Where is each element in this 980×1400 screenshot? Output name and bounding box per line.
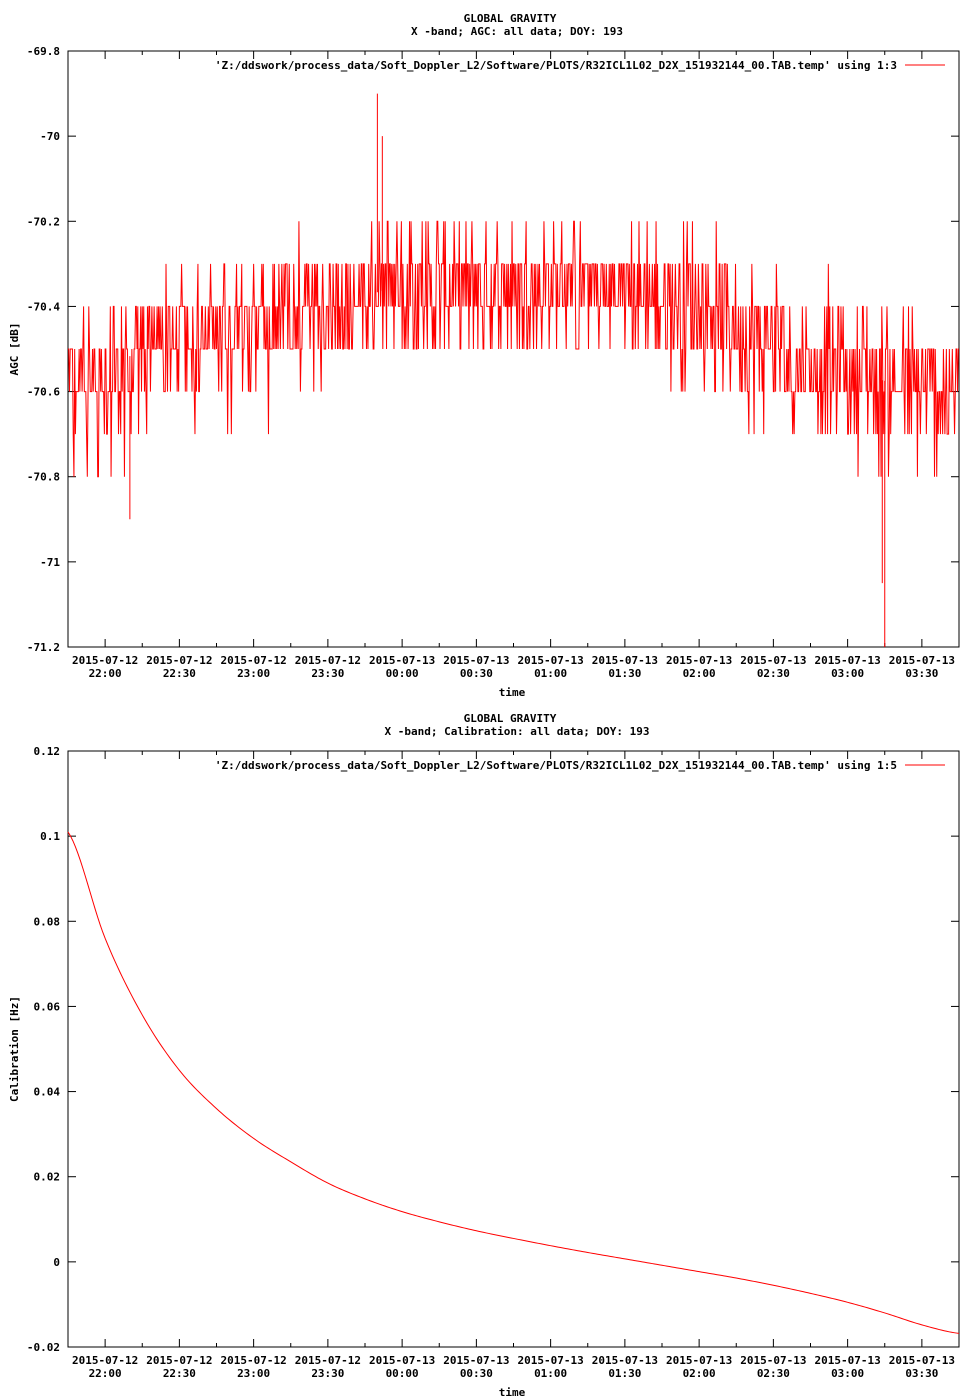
calibration-chart-title: GLOBAL GRAVITY bbox=[464, 712, 557, 725]
calibration-x-tick-time: 00:00 bbox=[386, 1367, 419, 1380]
calibration-y-tick-label: 0.12 bbox=[34, 745, 61, 758]
agc-x-tick-date: 2015-07-13 bbox=[443, 654, 509, 667]
agc-x-tick-time: 22:00 bbox=[89, 667, 122, 680]
agc-y-tick-label: -71 bbox=[40, 556, 60, 569]
calibration-x-tick-date: 2015-07-13 bbox=[369, 1354, 435, 1367]
calibration-y-tick-label: 0.08 bbox=[34, 915, 61, 928]
agc-x-tick-date: 2015-07-13 bbox=[518, 654, 584, 667]
calibration-x-tick-date: 2015-07-12 bbox=[221, 1354, 287, 1367]
calibration-x-tick-date: 2015-07-13 bbox=[889, 1354, 955, 1367]
calibration-x-tick-time: 01:00 bbox=[534, 1367, 567, 1380]
agc-x-tick-date: 2015-07-13 bbox=[889, 654, 955, 667]
calibration-x-tick-date: 2015-07-12 bbox=[295, 1354, 361, 1367]
calibration-y-tick-label: -0.02 bbox=[27, 1341, 60, 1354]
agc-x-tick-time: 00:30 bbox=[460, 667, 493, 680]
calibration-x-tick-time: 02:30 bbox=[757, 1367, 790, 1380]
calibration-x-tick-date: 2015-07-13 bbox=[518, 1354, 584, 1367]
calibration-x-tick-time: 03:00 bbox=[831, 1367, 864, 1380]
calibration-x-tick-time: 02:00 bbox=[683, 1367, 716, 1380]
agc-legend: 'Z:/ddswork/process_data/Soft_Doppler_L2… bbox=[215, 59, 945, 72]
agc-x-tick-date: 2015-07-13 bbox=[666, 654, 732, 667]
calibration-x-tick-time: 22:30 bbox=[163, 1367, 196, 1380]
agc-x-tick-date: 2015-07-12 bbox=[221, 654, 287, 667]
calibration-x-tick-date: 2015-07-13 bbox=[592, 1354, 658, 1367]
agc-x-tick-time: 23:00 bbox=[237, 667, 270, 680]
calibration-x-tick-time: 01:30 bbox=[608, 1367, 641, 1380]
calibration-legend: 'Z:/ddswork/process_data/Soft_Doppler_L2… bbox=[215, 759, 945, 772]
agc-y-tick-label: -70.8 bbox=[27, 471, 60, 484]
calibration-chart-subtitle: X -band; Calibration: all data; DOY: 193 bbox=[385, 725, 650, 738]
agc-x-tick-date: 2015-07-13 bbox=[815, 654, 881, 667]
agc-x-tick-time: 03:30 bbox=[905, 667, 938, 680]
agc-chart: GLOBAL GRAVITY X -band; AGC: all data; D… bbox=[8, 12, 960, 699]
calibration-x-tick-date: 2015-07-12 bbox=[72, 1354, 138, 1367]
agc-y-tick-label: -69.8 bbox=[27, 45, 60, 58]
agc-y-tick-label: -70.4 bbox=[27, 300, 60, 313]
calibration-y-tick-label: 0.06 bbox=[34, 1000, 61, 1013]
agc-x-tick-date: 2015-07-12 bbox=[146, 654, 212, 667]
agc-x-tick-time: 03:00 bbox=[831, 667, 864, 680]
agc-x-axis-label: time bbox=[499, 686, 526, 699]
agc-y-tick-label: -70.6 bbox=[27, 386, 60, 399]
calibration-x-tick-time: 03:30 bbox=[905, 1367, 938, 1380]
calibration-y-tick-label: 0 bbox=[53, 1256, 60, 1269]
agc-x-tick-date: 2015-07-13 bbox=[369, 654, 435, 667]
agc-x-tick-time: 23:30 bbox=[311, 667, 344, 680]
calibration-axes-ticks: 0.120.10.080.060.040.020-0.022015-07-122… bbox=[27, 745, 959, 1380]
calibration-series-line bbox=[67, 831, 960, 1334]
calibration-legend-entry: 'Z:/ddswork/process_data/Soft_Doppler_L2… bbox=[215, 759, 897, 772]
agc-x-tick-time: 01:00 bbox=[534, 667, 567, 680]
agc-x-tick-date: 2015-07-13 bbox=[592, 654, 658, 667]
agc-x-tick-time: 01:30 bbox=[608, 667, 641, 680]
agc-series-line bbox=[68, 220, 959, 478]
calibration-series bbox=[67, 831, 960, 1334]
agc-series bbox=[68, 93, 959, 647]
calibration-x-tick-date: 2015-07-12 bbox=[146, 1354, 212, 1367]
calibration-y-tick-label: 0.1 bbox=[40, 830, 60, 843]
agc-x-tick-date: 2015-07-12 bbox=[72, 654, 138, 667]
calibration-x-tick-time: 00:30 bbox=[460, 1367, 493, 1380]
calibration-y-axis-label: Calibration [Hz] bbox=[8, 996, 21, 1102]
agc-chart-subtitle: X -band; AGC: all data; DOY: 193 bbox=[411, 25, 623, 38]
agc-x-tick-time: 02:30 bbox=[757, 667, 790, 680]
calibration-y-tick-label: 0.04 bbox=[34, 1086, 61, 1099]
calibration-x-tick-date: 2015-07-13 bbox=[666, 1354, 732, 1367]
agc-x-tick-date: 2015-07-13 bbox=[740, 654, 806, 667]
calibration-chart: GLOBAL GRAVITY X -band; Calibration: all… bbox=[8, 712, 960, 1399]
calibration-y-tick-label: 0.02 bbox=[34, 1171, 61, 1184]
agc-x-tick-date: 2015-07-12 bbox=[295, 654, 361, 667]
agc-x-tick-time: 00:00 bbox=[386, 667, 419, 680]
agc-y-tick-label: -70.2 bbox=[27, 215, 60, 228]
calibration-x-tick-time: 23:30 bbox=[311, 1367, 344, 1380]
calibration-x-tick-date: 2015-07-13 bbox=[443, 1354, 509, 1367]
agc-chart-title: GLOBAL GRAVITY bbox=[464, 12, 557, 25]
agc-x-tick-time: 02:00 bbox=[683, 667, 716, 680]
agc-y-axis-label: AGC [dB] bbox=[8, 323, 21, 376]
agc-y-tick-label: -70 bbox=[40, 130, 60, 143]
calibration-x-tick-time: 23:00 bbox=[237, 1367, 270, 1380]
calibration-x-tick-time: 22:00 bbox=[89, 1367, 122, 1380]
agc-x-tick-time: 22:30 bbox=[163, 667, 196, 680]
agc-legend-entry: 'Z:/ddswork/process_data/Soft_Doppler_L2… bbox=[215, 59, 897, 72]
agc-axes-ticks: -69.8 -70 -70.2 -70.4 -70.6 -70.8 -71 -71.2 2015… bbox=[27, 45, 959, 680]
calibration-x-tick-date: 2015-07-13 bbox=[740, 1354, 806, 1367]
calibration-x-tick-date: 2015-07-13 bbox=[815, 1354, 881, 1367]
agc-y-tick-label: -71.2 bbox=[27, 641, 60, 654]
calibration-x-axis-label: time bbox=[499, 1386, 526, 1399]
